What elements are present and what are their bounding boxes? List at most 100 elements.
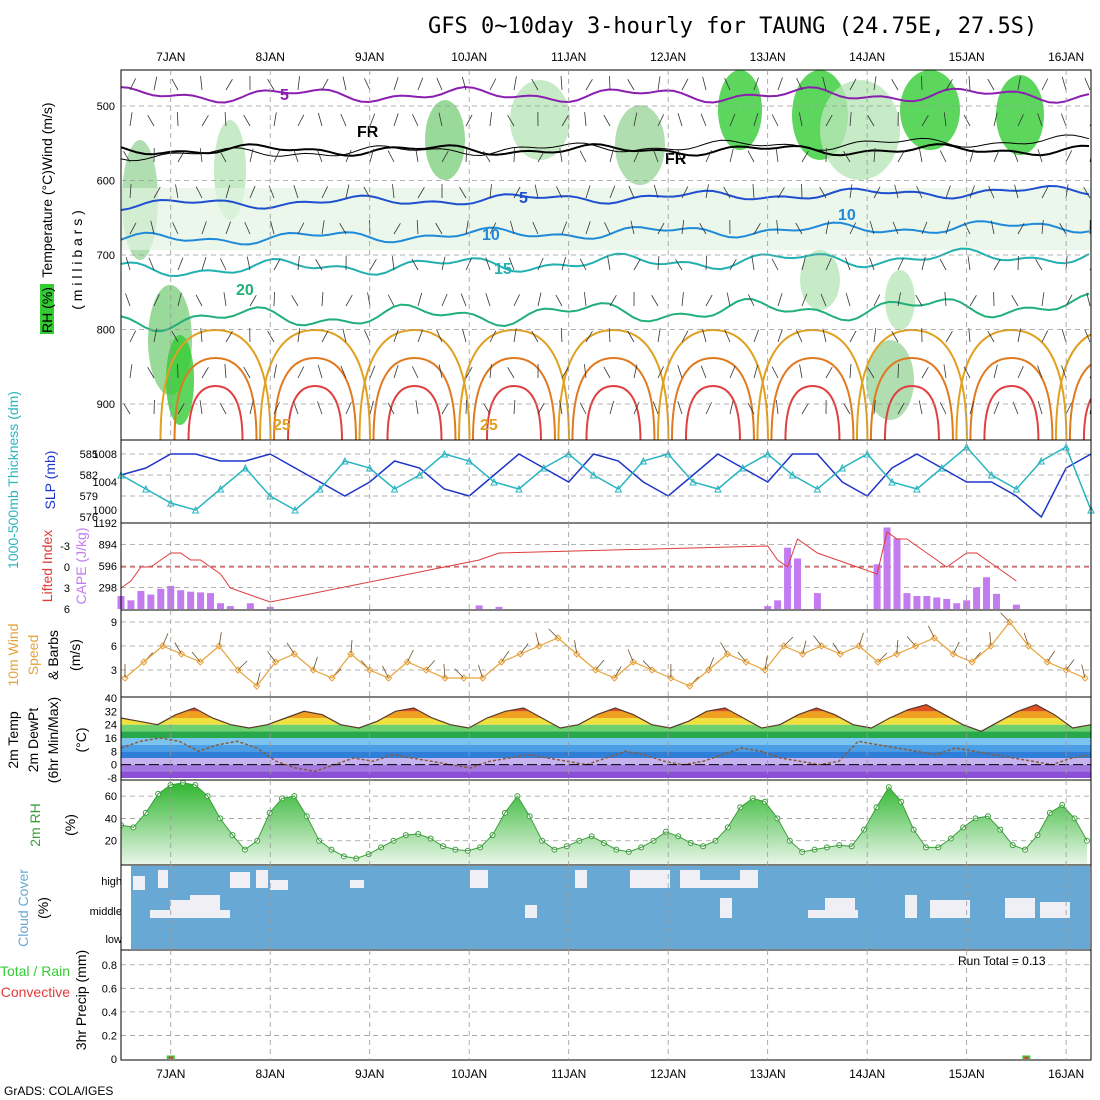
- wind-series: 9 6 3: [111, 612, 1091, 690]
- wind-barb: [1084, 329, 1091, 343]
- wind-barb: [595, 659, 605, 671]
- wind-barb: [869, 221, 875, 235]
- wind-barb: [561, 256, 567, 271]
- wind-barb: [531, 78, 539, 91]
- wind-barb: [297, 114, 305, 127]
- wind-barb: [897, 150, 905, 163]
- wind-barbs-label: & Barbs: [45, 630, 61, 680]
- wind-barb: [175, 184, 179, 199]
- wind-barb: [801, 150, 809, 163]
- temperature-band: [121, 731, 1091, 738]
- rh-tick: 60: [105, 791, 117, 803]
- wind-barb: [921, 221, 928, 235]
- wind-barb: [705, 150, 712, 163]
- wind-barb: [537, 150, 545, 163]
- wind-barb: [129, 222, 137, 235]
- wind-barb: [267, 331, 275, 343]
- wind-barb: [653, 149, 659, 163]
- wind-barb: [559, 400, 563, 415]
- wind-barb: [561, 367, 569, 379]
- thickness-tick: 576: [80, 512, 98, 524]
- wind-barb: [438, 364, 443, 379]
- thickness-marker: [788, 470, 797, 479]
- wind-barb: [537, 292, 542, 307]
- wind-barb: [1037, 365, 1043, 379]
- top-date-label: 13JAN: [750, 50, 786, 64]
- wind-barb: [411, 366, 419, 379]
- temperature-band: [121, 718, 1091, 725]
- wind-barb: [867, 115, 875, 127]
- temperature-contour: [121, 247, 1090, 278]
- rh-region: [425, 100, 465, 180]
- wind-marker: [930, 634, 939, 642]
- wind-barb: [123, 151, 131, 163]
- middle-cloud-block: [905, 895, 917, 918]
- wind-barb: [945, 185, 951, 199]
- temperature-contour: [386, 384, 443, 440]
- wind-barb: [798, 112, 803, 127]
- wind-barb: [747, 402, 755, 415]
- wind-barb: [939, 258, 947, 271]
- wind-barb: [485, 293, 491, 307]
- thickness-marker: [614, 484, 623, 493]
- wind-barb: [651, 295, 659, 307]
- wind-barb: [877, 652, 888, 663]
- wind-barb: [465, 220, 469, 235]
- wind-barb: [369, 148, 374, 163]
- wind-barb: [364, 78, 371, 91]
- wind-barb: [441, 150, 449, 163]
- wind-barb: [147, 366, 155, 379]
- wind-barb: [849, 222, 857, 235]
- slp-line: [120, 453, 1092, 519]
- wind-barb: [237, 660, 248, 671]
- cape-bar: [127, 600, 135, 609]
- thickness-marker: [937, 463, 946, 472]
- wind-barb: [653, 184, 659, 199]
- wind-barb: [845, 292, 851, 307]
- top-date-label: 12JAN: [650, 50, 686, 64]
- temperature-band: [121, 758, 1091, 765]
- wind-barb: [630, 220, 635, 235]
- wind-barb: [628, 185, 635, 199]
- wind-barb: [321, 186, 328, 199]
- wind-barb: [507, 115, 515, 127]
- thickness-line: [120, 445, 1092, 511]
- temperature-band: [121, 771, 1091, 778]
- wind-barb: [939, 150, 947, 163]
- cape-bar: [813, 593, 821, 609]
- temperature-contour: [1082, 396, 1091, 440]
- wind-barb: [535, 632, 540, 647]
- wind-barb: [321, 330, 329, 343]
- wind-barb: [483, 403, 491, 415]
- wind-barb: [753, 112, 759, 127]
- wind-barb: [657, 256, 660, 271]
- wind-axis-label: 10m Wind: [5, 623, 21, 686]
- temperature-contour: [883, 384, 940, 440]
- wind-speed-line: [124, 621, 1086, 687]
- wind-barb: [753, 329, 760, 343]
- wind-barb: [1081, 664, 1086, 679]
- temp-tick: 0: [111, 760, 117, 772]
- cape-bar: [197, 592, 205, 609]
- rh-axis-label: RH (%): [39, 287, 55, 333]
- wind-barb: [438, 112, 443, 127]
- wind-barb: [729, 113, 736, 127]
- wind-barb: [1065, 256, 1068, 271]
- thickness-marker: [714, 484, 722, 493]
- cloud-level-label: middle: [90, 906, 122, 918]
- precip-convective-label: Convective: [1, 984, 70, 1000]
- thickness-marker: [216, 484, 225, 493]
- cape-bar: [187, 591, 195, 609]
- thickness-marker: [763, 449, 772, 458]
- wind-barb: [677, 401, 683, 415]
- wind-barb: [369, 259, 377, 271]
- wind-marker: [723, 650, 732, 658]
- temperature-contour: [372, 356, 457, 440]
- rh-tick: 40: [105, 813, 117, 825]
- temp-tick: 40: [105, 693, 117, 705]
- wind-barb: [845, 257, 851, 271]
- wind-barb: [200, 76, 203, 91]
- contour-label: 10: [482, 227, 500, 244]
- wind-barb: [1083, 186, 1091, 199]
- cape-bar: [147, 594, 155, 609]
